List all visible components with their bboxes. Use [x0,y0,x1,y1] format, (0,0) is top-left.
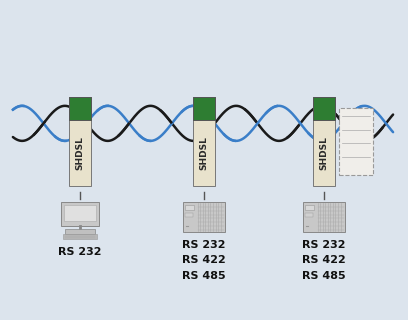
Bar [69,97,91,121]
Bar [313,97,335,186]
Bar [185,204,194,210]
Bar [64,205,96,220]
Bar [61,202,99,226]
Bar [69,97,91,186]
Bar [305,212,313,217]
Text: RS 422: RS 422 [182,255,226,265]
Text: RS 422: RS 422 [302,255,346,265]
Text: SHDSL: SHDSL [75,136,84,170]
Bar [305,204,314,210]
Bar [183,202,225,232]
Text: SHDSL: SHDSL [200,136,208,170]
Text: RS 485: RS 485 [302,270,346,281]
Bar [185,212,193,217]
Text: RS 232: RS 232 [182,240,226,250]
Bar [193,97,215,186]
Text: RS 232: RS 232 [302,240,346,250]
Bar [193,97,215,121]
Bar [313,97,335,121]
Bar [63,234,97,239]
Bar [65,229,95,234]
Bar [303,202,345,232]
Text: SHDSL: SHDSL [319,136,328,170]
Text: RS 485: RS 485 [182,270,226,281]
Bar [339,108,373,175]
Text: RS 232: RS 232 [58,247,102,257]
